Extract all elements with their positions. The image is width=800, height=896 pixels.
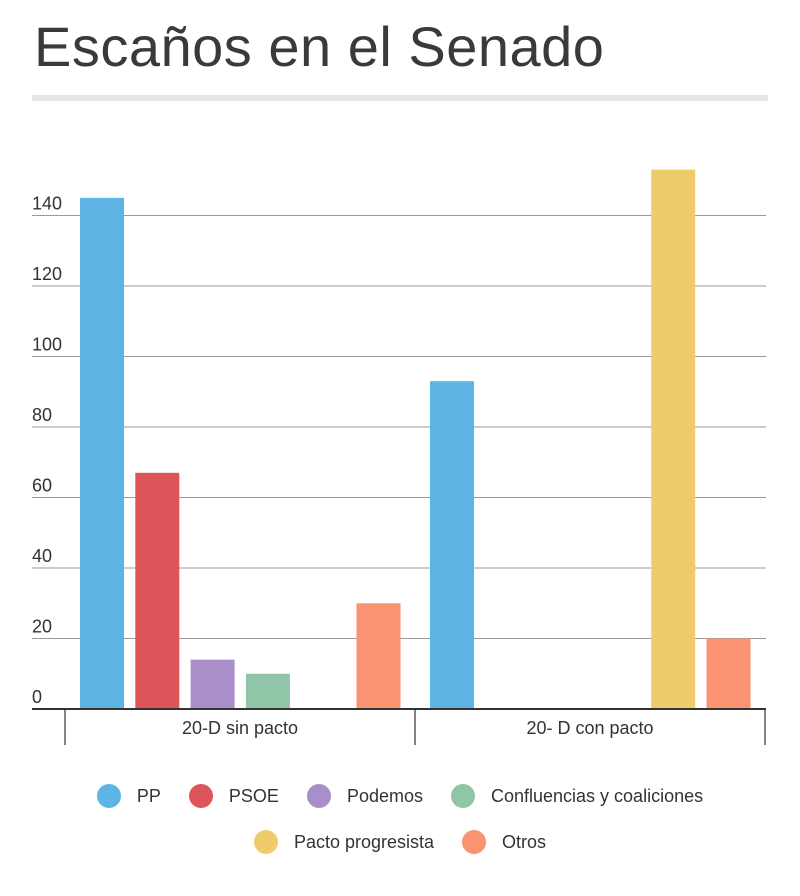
- legend-item: Podemos: [306, 784, 423, 808]
- legend-label: PSOE: [228, 785, 279, 806]
- y-tick-label: 140: [32, 194, 62, 214]
- legend-swatch: [188, 784, 213, 808]
- y-tick-label: 20: [32, 617, 52, 637]
- y-axis: 0 20 40 60 80 100 120 140: [32, 194, 62, 708]
- bar: [190, 659, 235, 709]
- legend-item: PP: [96, 784, 161, 808]
- bar: [651, 169, 696, 710]
- y-tick-label: 100: [32, 335, 62, 355]
- legend-label: Confluencias y coaliciones: [490, 785, 704, 806]
- legend-item: Pacto progresista: [253, 830, 435, 854]
- legend-row: PP PSOE Podemos Confluencias y coaliciones: [0, 784, 800, 808]
- bar: [706, 638, 751, 709]
- legend-item: PSOE: [188, 784, 279, 808]
- legend-label: Pacto progresista: [293, 831, 435, 852]
- bar: [80, 197, 124, 709]
- legend-label: Podemos: [346, 785, 423, 806]
- legend-swatch: [462, 830, 487, 854]
- legend-swatch: [450, 784, 475, 808]
- y-tick-label: 60: [32, 476, 52, 496]
- legend-swatch: [253, 830, 278, 854]
- legend-swatch: [96, 784, 121, 808]
- bars: [80, 169, 751, 710]
- x-category-label: 20- D con pacto: [526, 718, 653, 738]
- bar: [135, 472, 180, 709]
- bar: [245, 673, 290, 709]
- legend-label: PP: [136, 785, 161, 806]
- x-category-label: 20-D sin pacto: [182, 718, 298, 738]
- legend-label: Otros: [502, 831, 547, 852]
- y-tick-label: 40: [32, 546, 52, 566]
- legend-item: Otros: [462, 830, 546, 854]
- y-tick-label: 80: [32, 405, 52, 425]
- legend-row: Pacto progresista Otros: [0, 830, 800, 854]
- legend-swatch: [306, 784, 331, 808]
- y-tick-label: 120: [32, 264, 62, 284]
- title-divider: [32, 95, 768, 101]
- legend-item: Confluencias y coaliciones: [450, 784, 704, 808]
- bar: [430, 381, 474, 709]
- y-tick-label: 0: [32, 687, 42, 707]
- chart-title: Escaños en el Senado: [34, 15, 605, 78]
- bar: [356, 603, 401, 709]
- bar-chart: 0 20 40 60 80 100 120 140 20-D sin pacto 20- D c…: [32, 169, 766, 745]
- x-axis: 20-D sin pacto 20- D con pacto: [32, 708, 766, 745]
